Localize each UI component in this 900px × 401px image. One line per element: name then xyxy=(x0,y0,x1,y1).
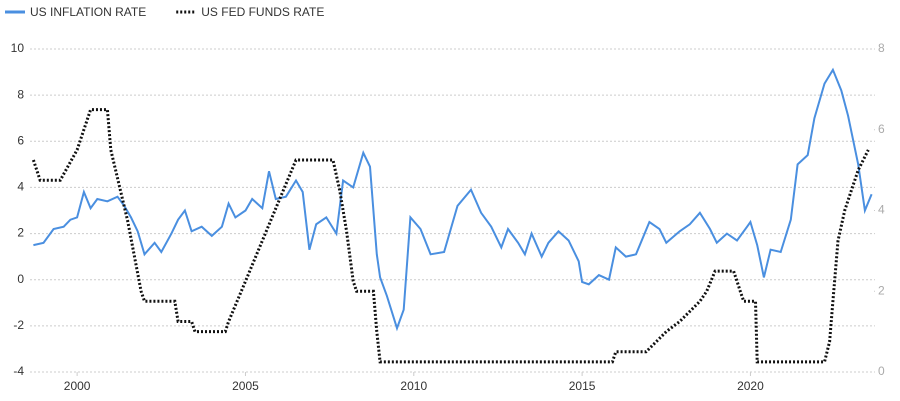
legend-label: US FED FUNDS RATE xyxy=(201,5,324,19)
legend-label: US INFLATION RATE xyxy=(30,5,146,19)
y-tick-label: -4 xyxy=(13,364,24,378)
y2-tick-label: 2 xyxy=(878,283,885,297)
data-line xyxy=(33,67,873,332)
y-tick-label: 8 xyxy=(17,87,24,101)
x-tick-label: 2000 xyxy=(64,379,91,393)
x-tick-label: 2015 xyxy=(569,379,596,393)
y2-tick-label: 4 xyxy=(878,203,885,217)
y-tick-label: 0 xyxy=(17,272,24,286)
y-tick-label: 6 xyxy=(17,133,24,147)
y2-tick-label: 0 xyxy=(878,364,885,378)
x-tick-label: 2020 xyxy=(737,379,764,393)
x-tick-label: 2010 xyxy=(400,379,427,393)
y2-tick-label: 8 xyxy=(878,41,885,55)
y2-tick-label: 6 xyxy=(878,122,885,136)
y-tick-label: 4 xyxy=(17,180,24,194)
y-tick-label: -2 xyxy=(13,318,24,332)
x-tick-label: 2005 xyxy=(232,379,259,393)
y-tick-label: 10 xyxy=(11,41,25,55)
data-line xyxy=(31,108,870,364)
y-tick-label: 2 xyxy=(17,226,24,240)
